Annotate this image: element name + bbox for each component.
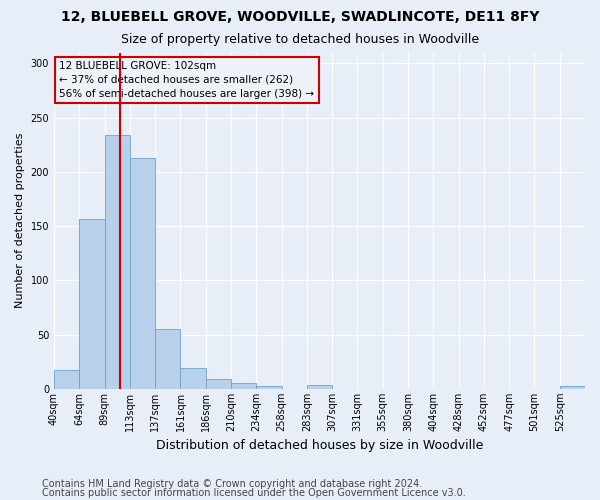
Bar [104,135,130,389]
Text: 12, BLUEBELL GROVE, WOODVILLE, SWADLINCOTE, DE11 8FY: 12, BLUEBELL GROVE, WOODVILLE, SWADLINCO… [61,10,539,24]
X-axis label: Distribution of detached houses by size in Woodville: Distribution of detached houses by size … [156,440,483,452]
Text: Contains public sector information licensed under the Open Government Licence v3: Contains public sector information licen… [42,488,466,498]
Bar [181,368,206,389]
Text: 12 BLUEBELL GROVE: 102sqm
← 37% of detached houses are smaller (262)
56% of semi: 12 BLUEBELL GROVE: 102sqm ← 37% of detac… [59,61,314,99]
Bar [54,370,79,389]
Y-axis label: Number of detached properties: Number of detached properties [15,133,25,308]
Text: Size of property relative to detached houses in Woodville: Size of property relative to detached ho… [121,32,479,46]
Text: Contains HM Land Registry data © Crown copyright and database right 2024.: Contains HM Land Registry data © Crown c… [42,479,422,489]
Bar [79,218,104,389]
Bar [560,386,585,389]
Bar [231,384,256,389]
Bar [155,329,181,389]
Bar [130,158,155,389]
Bar [256,386,281,389]
Bar [307,384,332,389]
Bar [206,379,231,389]
